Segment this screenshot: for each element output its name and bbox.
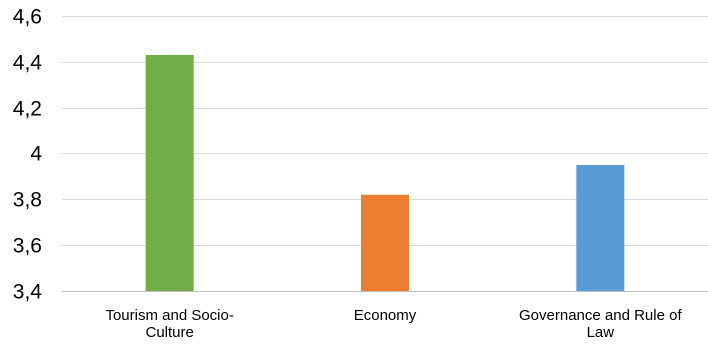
bar (361, 194, 409, 291)
y-tick-label: 4 (30, 143, 42, 166)
y-tick-label: 4,6 (13, 6, 42, 29)
y-tick-label: 3,8 (13, 189, 42, 212)
y-tick-label: 4,2 (13, 98, 42, 121)
bar (145, 54, 194, 292)
y-tick-label: 4,4 (13, 52, 43, 75)
x-category-label: Economy (354, 307, 417, 324)
bars (145, 54, 625, 292)
x-category-label: Tourism and Socio-Culture (105, 307, 233, 341)
x-axis-category-labels: Tourism and Socio-Culture Economy Governan… (105, 307, 682, 341)
y-axis-tick-labels: 3,4 3,6 3,8 4 4,2 4,4 4,6 (13, 6, 43, 304)
x-category-label: Governance and Rule of Law (519, 307, 682, 341)
bar (576, 164, 625, 291)
y-tick-label: 3,4 (13, 281, 43, 304)
y-tick-label: 3,6 (13, 235, 42, 258)
